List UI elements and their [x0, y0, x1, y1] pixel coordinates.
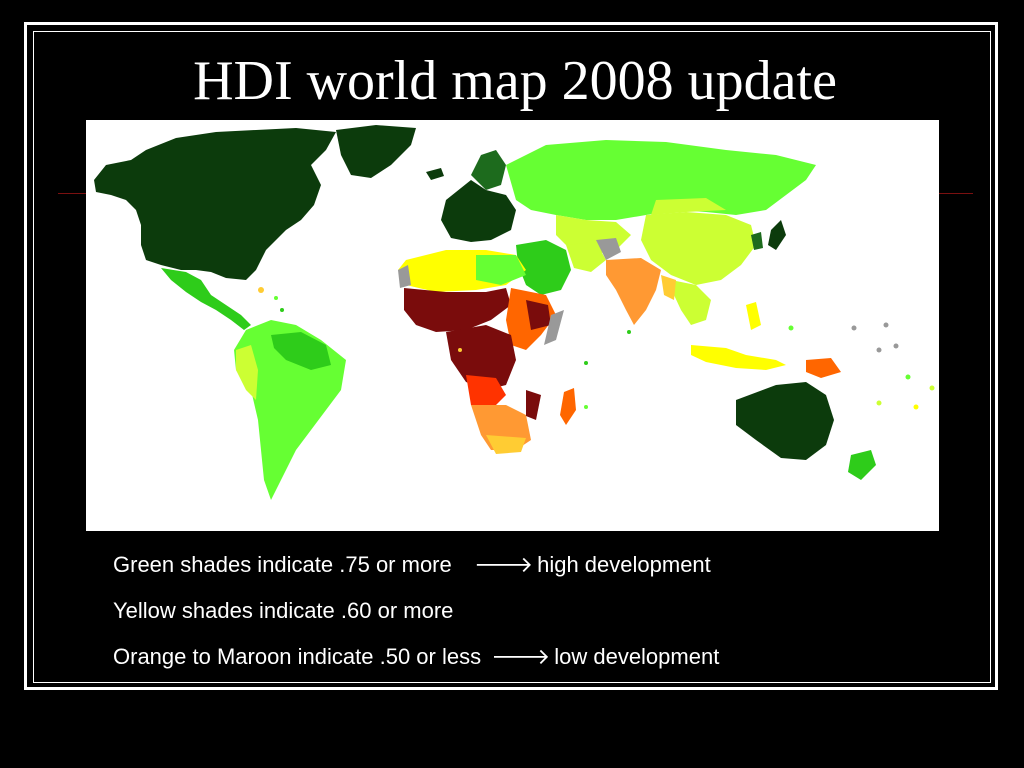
region-madagascar	[560, 388, 576, 425]
region-western-sahara	[398, 265, 411, 288]
legend-text: Green shades indicate .75 or more	[113, 552, 452, 577]
region-philippines	[746, 302, 761, 330]
right-arrow-icon: 🡒	[474, 552, 534, 577]
decorative-red-line-right	[939, 193, 973, 194]
region-scandinavia	[471, 150, 506, 190]
legend-line-green: Green shades indicate .75 or more 🡒 high …	[113, 553, 719, 576]
island-dot	[929, 385, 935, 391]
island-dot	[893, 343, 899, 349]
region-india	[606, 258, 661, 325]
legend-result: low development	[554, 644, 720, 669]
region-southeast-asia	[671, 280, 711, 325]
region-papua	[806, 358, 841, 378]
region-egypt-libya	[476, 255, 526, 285]
region-australia	[736, 382, 834, 460]
region-korea	[751, 232, 763, 250]
region-greenland	[336, 125, 416, 178]
island-dot	[627, 330, 631, 334]
island-dot	[876, 347, 882, 353]
region-china	[641, 212, 756, 285]
region-brazil-north	[271, 332, 331, 370]
region-indonesia	[691, 345, 786, 370]
region-iceland	[426, 168, 444, 180]
region-myanmar	[661, 275, 676, 300]
island-dot	[913, 404, 919, 410]
region-central-africa	[446, 325, 516, 390]
slide-title: HDI world map 2008 update	[193, 50, 837, 112]
region-iran	[566, 242, 606, 272]
hdi-legend: Green shades indicate .75 or more 🡒 high …	[113, 553, 719, 691]
slide-outer-border	[24, 22, 998, 690]
region-middle-east	[516, 240, 571, 295]
island-dot	[458, 348, 462, 352]
island-dot	[584, 361, 588, 365]
island-dot	[584, 405, 588, 409]
island-dot	[274, 296, 278, 300]
island-dot	[876, 400, 882, 406]
region-new-zealand	[848, 450, 876, 480]
decorative-red-line-left	[58, 193, 88, 194]
hdi-world-map	[86, 120, 939, 531]
region-japan	[768, 220, 786, 250]
island-dot	[851, 325, 857, 331]
region-russia	[506, 140, 816, 220]
region-somalia	[544, 310, 564, 345]
region-north-america	[94, 128, 336, 280]
region-congo	[466, 375, 506, 410]
region-mozambique	[526, 390, 541, 420]
legend-text: Orange to Maroon indicate .50 or less	[113, 644, 482, 669]
legend-text: Yellow shades indicate .60 or more	[113, 598, 454, 623]
legend-line-yellow: Yellow shades indicate .60 or more	[113, 599, 719, 622]
island-dot	[788, 325, 794, 331]
slide-inner-border	[33, 31, 991, 683]
right-arrow-icon: 🡒	[491, 644, 551, 669]
island-dot	[883, 322, 889, 328]
island-dot	[280, 308, 284, 312]
legend-result: high development	[537, 552, 711, 577]
region-europe	[441, 180, 516, 242]
world-map-svg	[94, 125, 935, 500]
region-central-america	[161, 268, 251, 330]
region-andes	[236, 345, 258, 400]
region-afghanistan	[596, 238, 621, 260]
region-mongolia	[651, 198, 726, 215]
region-ethiopia	[526, 300, 551, 330]
legend-line-orange: Orange to Maroon indicate .50 or less 🡒 l…	[113, 645, 719, 668]
island-dot	[905, 374, 911, 380]
region-south-africa	[486, 435, 526, 454]
region-caribbean	[258, 287, 264, 293]
region-sahel	[404, 288, 511, 332]
